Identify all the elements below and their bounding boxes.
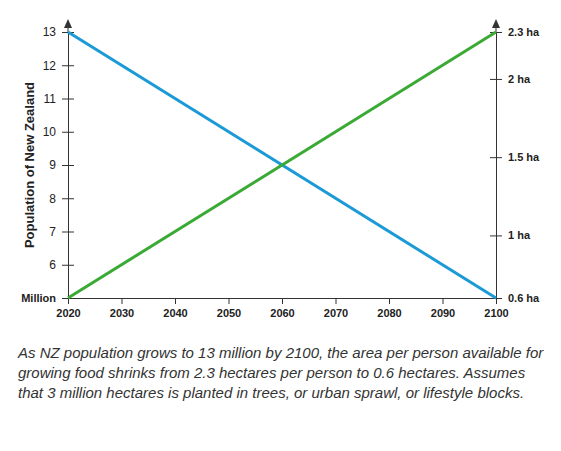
tick: 11 <box>44 92 74 106</box>
tick-mark <box>490 157 502 158</box>
y2-axis: 0.6 ha 1 ha 1.5 ha 2 ha 2.3 ha <box>490 26 540 304</box>
tick: 2 ha <box>490 73 531 85</box>
tick: 2070 <box>324 298 348 319</box>
y-axis: Million 6 7 8 9 10 11 12 13 <box>21 25 74 304</box>
tick-label: 11 <box>44 92 57 106</box>
tick: 1 ha <box>490 229 531 241</box>
tick-label: 2060 <box>270 307 294 319</box>
tick-label: 1 ha <box>508 229 531 241</box>
tick: 0.6 ha <box>490 292 540 304</box>
tick-label: 12 <box>43 59 57 73</box>
tick: 2030 <box>110 298 134 319</box>
tick: 2060 <box>270 298 294 319</box>
axis-arrow <box>64 19 72 28</box>
tick-label: 2080 <box>377 307 401 319</box>
tick-label: 7 <box>49 225 56 239</box>
tick: 1.5 ha <box>490 151 540 163</box>
tick: 9 <box>49 158 74 172</box>
tick-mark <box>62 65 74 66</box>
tick-label: 2030 <box>110 307 134 319</box>
x-axis: 2020 2030 2040 2050 2060 2070 2080 2090 2100 <box>56 298 508 319</box>
tick: 12 <box>43 59 74 73</box>
tick-mark <box>389 298 390 304</box>
tick: Million <box>21 292 74 304</box>
tick: 2080 <box>377 298 401 319</box>
tick-mark <box>62 198 74 199</box>
tick-label: 2070 <box>324 307 348 319</box>
tick-mark <box>443 298 444 304</box>
caption: As NZ population grows to 13 million by … <box>18 343 548 403</box>
tick-mark <box>62 132 74 133</box>
tick-mark <box>490 298 502 299</box>
tick-label: 2100 <box>484 307 508 319</box>
tick: 2050 <box>217 298 241 319</box>
tick-mark <box>62 265 74 266</box>
tick-label: 2040 <box>163 307 187 319</box>
tick: 2.3 ha <box>490 26 540 38</box>
tick-label: 2090 <box>431 307 455 319</box>
tick-label: 8 <box>49 192 56 206</box>
tick: 2100 <box>484 298 508 319</box>
tick-label: Million <box>21 292 56 304</box>
tick-label: 6 <box>49 258 56 272</box>
tick-label: 0.6 ha <box>508 292 540 304</box>
tick-mark <box>175 298 176 304</box>
tick-label: 2050 <box>217 307 241 319</box>
tick: 10 <box>43 125 74 139</box>
axis-line <box>496 33 497 299</box>
tick: 8 <box>49 192 74 206</box>
tick-label: 9 <box>49 158 56 172</box>
tick-mark <box>62 298 74 299</box>
tick-mark <box>122 298 123 304</box>
tick-label: 2020 <box>56 307 80 319</box>
series-line <box>68 32 496 298</box>
tick-mark <box>282 298 283 304</box>
tick-label: 10 <box>43 125 57 139</box>
tick: 6 <box>49 258 74 272</box>
tick-mark <box>229 298 230 304</box>
axis-arrow <box>492 19 500 28</box>
tick-label: 2 ha <box>508 73 531 85</box>
tick: 2040 <box>163 298 187 319</box>
tick: 2020 <box>56 298 80 319</box>
tick-label: 13 <box>43 25 57 39</box>
tick-mark <box>490 79 502 80</box>
chart: 2020 2030 2040 2050 2060 2070 2080 2090 2100 Mill… <box>0 0 561 335</box>
tick-label: 2.3 ha <box>508 26 540 38</box>
tick-mark <box>62 232 74 233</box>
tick-mark <box>62 165 74 166</box>
tick-mark <box>336 298 337 304</box>
tick-mark <box>490 235 502 236</box>
series-line <box>68 32 496 298</box>
tick: 2090 <box>431 298 455 319</box>
y-axis-title: Population of New Zealand <box>22 82 37 248</box>
tick-mark <box>62 99 74 100</box>
tick: 7 <box>49 225 74 239</box>
plot-area <box>68 32 496 298</box>
tick-label: 1.5 ha <box>508 151 540 163</box>
